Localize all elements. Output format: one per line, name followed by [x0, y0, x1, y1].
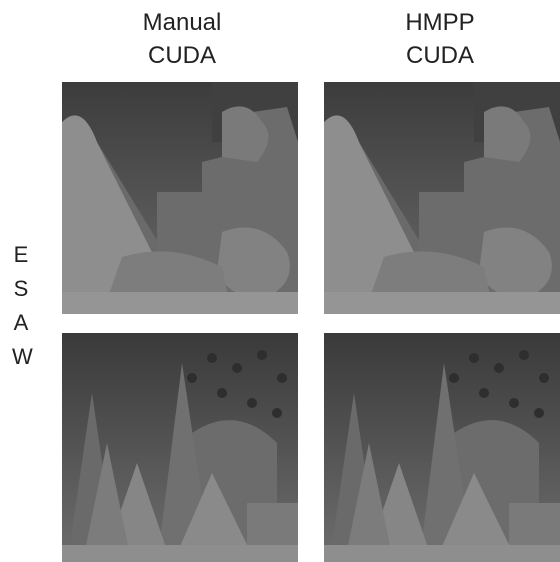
image-grid [0, 0, 560, 562]
disparity-map [324, 82, 560, 314]
disparity-map [62, 82, 298, 314]
figure: Manual CUDA HMPP CUDA ESAW [0, 0, 560, 562]
disparity-map [62, 333, 298, 562]
disparity-map [324, 333, 560, 562]
